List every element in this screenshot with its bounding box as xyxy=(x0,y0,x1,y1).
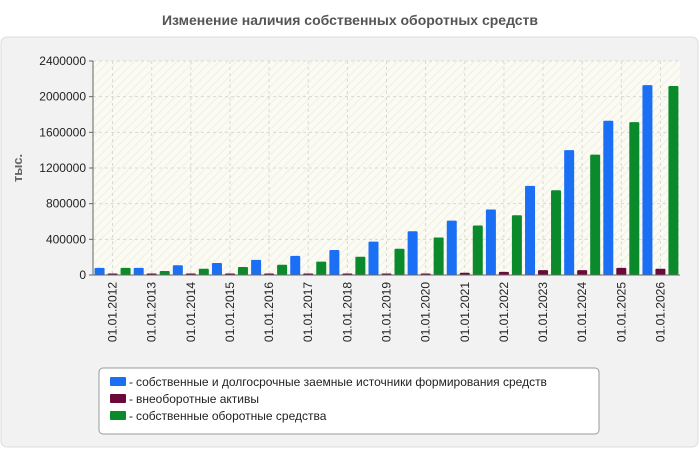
bar-series-1 xyxy=(616,267,627,275)
x-tick-label: 01.01.2021 xyxy=(458,282,472,342)
bar-series-2 xyxy=(433,237,444,275)
x-tick-label: 01.01.2024 xyxy=(575,282,589,342)
y-tick-label: 0 xyxy=(79,268,86,282)
legend-swatch-1 xyxy=(110,394,126,403)
bar-series-2 xyxy=(277,264,288,275)
legend-swatch-0 xyxy=(110,377,126,386)
bar-series-1 xyxy=(538,270,549,275)
bar-series-2 xyxy=(394,248,405,275)
bar-series-2 xyxy=(316,261,327,275)
bar-series-0 xyxy=(407,231,418,275)
x-tick-label: 01.01.2026 xyxy=(653,282,667,342)
y-tick-label: 2000000 xyxy=(39,90,86,104)
bar-series-2 xyxy=(551,190,562,275)
bar-series-2 xyxy=(590,154,601,275)
bar-series-0 xyxy=(94,267,105,275)
x-tick-labels: 01.01.2012 01.01.2013 01.01.2014 01.01.2015… xyxy=(106,282,668,342)
bar-series-0 xyxy=(211,262,222,275)
x-tick-label: 01.01.2025 xyxy=(614,282,628,342)
bar-series-1 xyxy=(498,271,509,275)
bar-series-2 xyxy=(472,225,483,275)
x-tick-label: 01.01.2022 xyxy=(497,282,511,342)
bar-series-2 xyxy=(198,268,209,275)
grid-lines xyxy=(93,60,680,275)
x-tick-label: 01.01.2012 xyxy=(106,282,120,342)
bar-series-2 xyxy=(237,266,248,275)
y-tick-label: 1200000 xyxy=(39,161,86,175)
x-tick-label: 01.01.2023 xyxy=(536,282,550,342)
legend: собственные и долгосрочные заемные источ… xyxy=(98,367,600,435)
x-tick-label: 01.01.2019 xyxy=(380,282,394,342)
bar-series-0 xyxy=(172,265,183,275)
x-tick-label: 01.01.2014 xyxy=(184,282,198,342)
bar-series-2 xyxy=(159,270,170,275)
legend-swatch-2 xyxy=(110,411,126,420)
bar-series-1 xyxy=(577,270,588,275)
bar-series-0 xyxy=(251,259,262,275)
bar-series-2 xyxy=(120,267,131,275)
bar-series-0 xyxy=(603,120,614,275)
bar-series-0 xyxy=(485,209,496,275)
bar-series-0 xyxy=(564,150,575,275)
legend-dash-2: - xyxy=(129,409,133,423)
x-tick-label: 01.01.2020 xyxy=(419,282,433,342)
bar-series-0 xyxy=(290,255,301,275)
legend-dash-1: - xyxy=(129,392,133,406)
y-tick-label: 1600000 xyxy=(39,125,86,139)
x-tick-label: 01.01.2015 xyxy=(223,282,237,342)
x-tick-label: 01.01.2013 xyxy=(145,282,159,342)
chart-title: Изменение наличия собственных оборотных … xyxy=(162,12,538,28)
y-tick-label: 2400000 xyxy=(39,54,86,68)
y-tick-label: 400000 xyxy=(46,232,86,246)
y-axis-label: тыс. xyxy=(10,154,25,182)
x-tick-label: 01.01.2017 xyxy=(301,282,315,342)
bar-series-0 xyxy=(368,241,379,275)
x-tick-label: 01.01.2016 xyxy=(262,282,276,342)
x-tick-label: 01.01.2018 xyxy=(340,282,354,342)
bars xyxy=(94,85,679,276)
legend-box xyxy=(98,367,600,435)
legend-label-0: собственные и долгосрочные заемные источ… xyxy=(136,375,547,389)
bar-series-2 xyxy=(629,122,640,276)
legend-dash-0: - xyxy=(129,375,133,389)
bar-series-0 xyxy=(642,85,653,275)
bar-series-1 xyxy=(459,272,470,275)
bar-series-0 xyxy=(525,185,536,275)
y-tick-label: 800000 xyxy=(46,197,86,211)
legend-label-1: внеоборотные активы xyxy=(136,392,259,406)
bar-series-2 xyxy=(355,256,366,275)
bar-series-1 xyxy=(655,268,666,275)
legend-label-2: собственные оборотные средства xyxy=(136,409,327,423)
bar-series-0 xyxy=(446,220,457,275)
bar-series-2 xyxy=(511,215,522,275)
bar-series-0 xyxy=(133,267,144,275)
y-tick-labels: 0 400000 800000 1200000 1600000 2000000 240000… xyxy=(39,54,93,282)
bar-series-0 xyxy=(329,250,340,275)
bar-series-2 xyxy=(668,85,679,275)
